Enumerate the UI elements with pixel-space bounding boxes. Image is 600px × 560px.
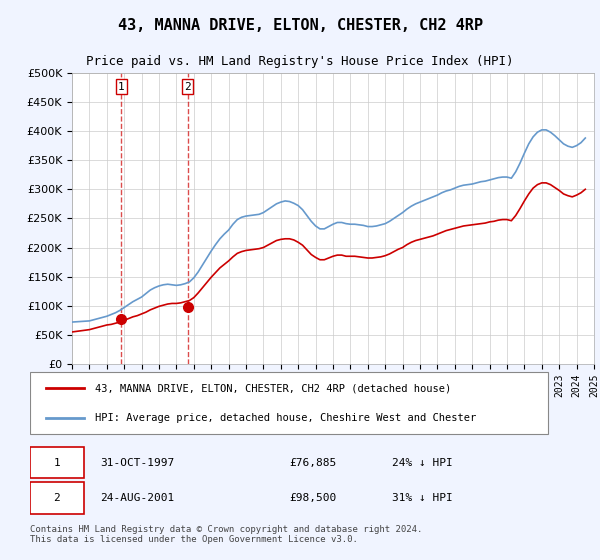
Text: 1: 1: [118, 82, 125, 91]
Text: 2: 2: [184, 82, 191, 91]
Text: £98,500: £98,500: [289, 493, 337, 503]
Text: HPI: Average price, detached house, Cheshire West and Chester: HPI: Average price, detached house, Ches…: [95, 413, 476, 423]
Text: 31-OCT-1997: 31-OCT-1997: [100, 458, 175, 468]
Text: Price paid vs. HM Land Registry's House Price Index (HPI): Price paid vs. HM Land Registry's House …: [86, 55, 514, 68]
Text: 24-AUG-2001: 24-AUG-2001: [100, 493, 175, 503]
FancyBboxPatch shape: [30, 372, 548, 434]
Text: £76,885: £76,885: [289, 458, 337, 468]
FancyBboxPatch shape: [30, 447, 84, 478]
Text: 2: 2: [53, 493, 61, 503]
Text: 43, MANNA DRIVE, ELTON, CHESTER, CH2 4RP: 43, MANNA DRIVE, ELTON, CHESTER, CH2 4RP: [118, 18, 482, 33]
Text: Contains HM Land Registry data © Crown copyright and database right 2024.
This d: Contains HM Land Registry data © Crown c…: [30, 525, 422, 544]
Text: 1: 1: [53, 458, 61, 468]
Text: 31% ↓ HPI: 31% ↓ HPI: [392, 493, 452, 503]
Text: 43, MANNA DRIVE, ELTON, CHESTER, CH2 4RP (detached house): 43, MANNA DRIVE, ELTON, CHESTER, CH2 4RP…: [95, 384, 451, 394]
FancyBboxPatch shape: [30, 482, 84, 514]
Text: 24% ↓ HPI: 24% ↓ HPI: [392, 458, 452, 468]
